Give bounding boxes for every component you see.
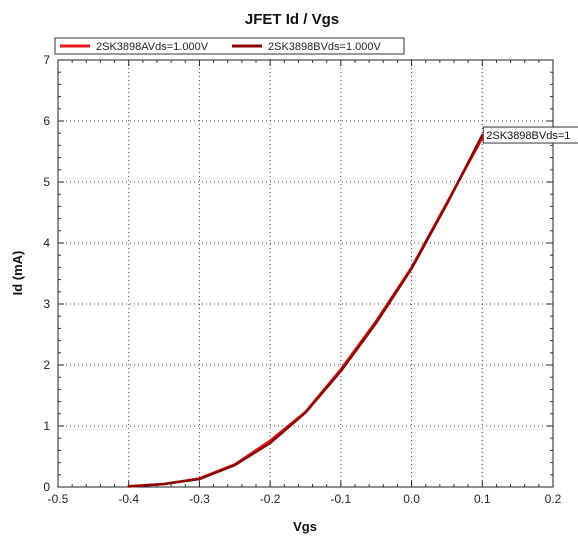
plot-area: -0.5 -0.4 -0.3 -0.2 -0.1 0.0 0.1 0.2 0 1 2 3 4 5 6 7 <box>43 53 561 506</box>
y-tick-label: 6 <box>43 114 50 128</box>
x-tick-label: -0.1 <box>331 492 352 506</box>
y-tick-label: 1 <box>43 419 50 433</box>
y-tick-label: 7 <box>43 53 50 67</box>
x-tick-label: -0.4 <box>118 492 139 506</box>
x-tick-label: -0.5 <box>48 492 69 506</box>
y-tick-label: 2 <box>43 358 50 372</box>
annotation-box <box>482 126 578 144</box>
chart-title: JFET Id / Vgs <box>245 11 339 28</box>
series-end-annotation: 2SK3898BVds=1 <box>482 126 578 144</box>
y-tick-label: 5 <box>43 175 50 189</box>
y-tick-label: 0 <box>43 480 50 494</box>
x-tick-label: -0.2 <box>260 492 281 506</box>
x-tick-label: 0.0 <box>403 492 420 506</box>
y-tick-label: 3 <box>43 297 50 311</box>
y-axis-title: Id (mA) <box>10 251 25 296</box>
legend-label: 2SK3898BVds=1.000V <box>268 41 382 53</box>
plot-frame <box>57 59 554 488</box>
legend-box <box>54 37 405 55</box>
x-axis-title: Vgs <box>293 519 317 534</box>
plot-background <box>58 60 553 487</box>
x-tick-label: 0.2 <box>545 492 562 506</box>
legend-label: 2SK3898AVds=1.000V <box>96 41 209 53</box>
legend: 2SK3898AVds=1.000V 2SK3898BVds=1.000V <box>54 37 405 55</box>
annotation-label: 2SK3898BVds=1 <box>486 130 570 142</box>
x-tick-label: -0.3 <box>189 492 210 506</box>
y-tick-label: 4 <box>43 236 50 250</box>
series-line-2 <box>127 133 484 488</box>
x-tick-label: 0.1 <box>474 492 491 506</box>
